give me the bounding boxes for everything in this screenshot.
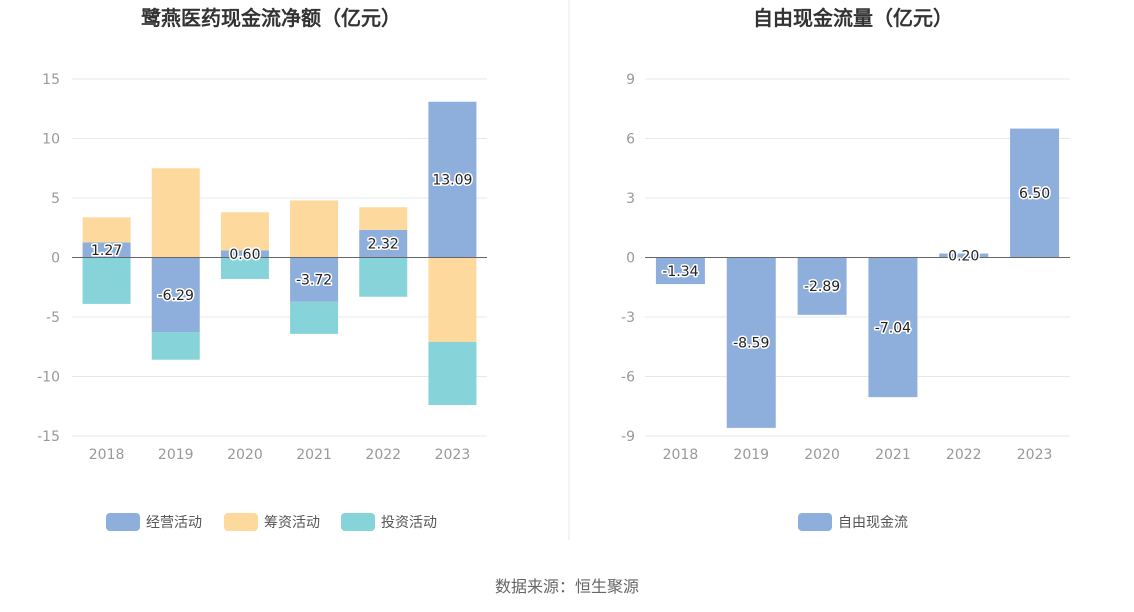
data-label: -3.72	[296, 273, 332, 289]
data-label: 0.60	[229, 247, 260, 263]
legend: 自由现金流	[798, 513, 908, 531]
chart-title: 鹭燕医药现金流净额（亿元）	[141, 6, 401, 30]
bar-financing-2018[interactable]	[82, 217, 131, 243]
legend-item-free-cashflow[interactable]: 自由现金流	[798, 513, 908, 531]
x-tick-label: 2019	[158, 447, 194, 463]
legend-label-investing: 投资活动	[381, 515, 437, 531]
y-tick-label: 15	[42, 72, 60, 88]
bar-investing-2020[interactable]	[220, 257, 269, 279]
bar-free-cashflow-2018[interactable]	[655, 257, 705, 285]
y-tick-label: -15	[37, 429, 60, 445]
y-tick-label: 0	[626, 251, 635, 267]
data-label: 13.09	[432, 173, 472, 189]
bar-financing-2021[interactable]	[290, 200, 339, 258]
bars	[655, 128, 1060, 428]
bar-operating-2022[interactable]	[359, 229, 408, 258]
legend-swatch-operating	[106, 513, 140, 531]
x-tick-label: 2020	[227, 447, 263, 463]
data-label: -7.04	[875, 320, 911, 336]
bar-operating-2019[interactable]	[151, 257, 200, 333]
bar-investing-2022[interactable]	[359, 257, 408, 297]
x-tick-label: 2022	[365, 447, 401, 463]
y-tick-label: 5	[51, 191, 60, 207]
bar-investing-2023[interactable]	[428, 341, 477, 406]
legend-label-operating: 经营活动	[146, 515, 202, 531]
x-tick-label: 2021	[875, 447, 911, 463]
x-tick-label: 2021	[296, 447, 332, 463]
x-tick-label: 2018	[663, 447, 699, 463]
bar-financing-2022[interactable]	[359, 207, 408, 230]
legend-item-operating[interactable]: 经营活动	[106, 513, 202, 531]
grid	[72, 78, 487, 437]
x-tick-label: 2023	[1017, 447, 1053, 463]
legend-swatch-financing	[224, 513, 258, 531]
data-label: 0.20	[948, 249, 979, 265]
bar-financing-2023[interactable]	[428, 257, 477, 342]
y-tick-label: -10	[37, 370, 60, 386]
y-tick-label: 0	[51, 251, 60, 267]
legend-swatch-investing	[341, 513, 375, 531]
x-tick-label: 2022	[946, 447, 982, 463]
bar-operating-2020[interactable]	[220, 250, 269, 258]
legend-label-free-cashflow: 自由现金流	[838, 515, 908, 531]
y-tick-label: -3	[621, 310, 635, 326]
data-labels: -1.34 -8.59 -2.89 -7.04 0.20 6.50	[661, 185, 1052, 354]
bar-operating-2023[interactable]	[428, 101, 477, 258]
y-tick-label: -6	[621, 370, 635, 386]
bar-operating-2018[interactable]	[82, 242, 131, 258]
x-tick-label: 2019	[733, 447, 769, 463]
bar-free-cashflow-2021[interactable]	[868, 257, 918, 398]
grid	[645, 78, 1070, 437]
cashflow-net-chart: 鹭燕医药现金流净额（亿元） -15 -10 -5 0 5 10 15 2018 2019 202…	[37, 6, 487, 531]
data-label: -6.29	[158, 288, 194, 304]
legend-label-financing: 筹资活动	[264, 514, 320, 531]
y-tick-label: 6	[626, 132, 635, 148]
bar-free-cashflow-2022[interactable]	[939, 253, 989, 258]
y-axis-ticks: -9 -6 -3 0 3 6 9	[621, 72, 635, 445]
y-tick-label: -5	[46, 310, 60, 326]
chart-title: 自由现金流量（亿元）	[753, 6, 953, 30]
y-tick-label: -9	[621, 429, 635, 445]
data-label: -2.89	[804, 279, 840, 295]
y-tick-label: 9	[626, 72, 635, 88]
x-tick-label: 2020	[804, 447, 840, 463]
data-source-note: 数据来源：恒生聚源	[494, 577, 639, 596]
bar-free-cashflow-2023[interactable]	[1010, 128, 1060, 258]
bar-free-cashflow-2020[interactable]	[797, 257, 847, 315]
x-axis-ticks: 2018 2019 2020 2021 2022 2023	[89, 447, 470, 463]
data-label: -8.59	[733, 336, 769, 352]
data-label: 6.50	[1019, 186, 1050, 202]
x-tick-label: 2023	[435, 447, 471, 463]
bar-operating-2021[interactable]	[290, 257, 339, 302]
y-axis-ticks: -15 -10 -5 0 5 10 15	[37, 72, 60, 445]
x-tick-label: 2018	[89, 447, 125, 463]
data-labels: 1.27 -6.29 0.60 -3.72 2.32 13.09	[89, 171, 473, 305]
bar-financing-2019[interactable]	[151, 168, 200, 258]
y-tick-label: 10	[42, 132, 60, 148]
y-tick-label: 3	[626, 191, 635, 207]
legend: 经营活动 筹资活动 投资活动	[106, 513, 437, 531]
x-axis-ticks: 2018 2019 2020 2021 2022 2023	[663, 447, 1053, 463]
bar-free-cashflow-2019[interactable]	[726, 257, 776, 428]
data-label: 1.27	[91, 243, 122, 259]
bar-investing-2021[interactable]	[290, 301, 339, 334]
bar-financing-2020[interactable]	[220, 212, 269, 251]
legend-item-investing[interactable]: 投资活动	[341, 513, 437, 531]
bars	[82, 101, 477, 406]
bar-investing-2019[interactable]	[151, 332, 200, 360]
bar-investing-2018[interactable]	[82, 257, 131, 304]
data-label: -1.34	[662, 264, 698, 280]
legend-swatch-free-cashflow	[798, 513, 832, 531]
legend-item-financing[interactable]: 筹资活动	[224, 513, 320, 531]
data-label: 2.32	[368, 237, 399, 253]
